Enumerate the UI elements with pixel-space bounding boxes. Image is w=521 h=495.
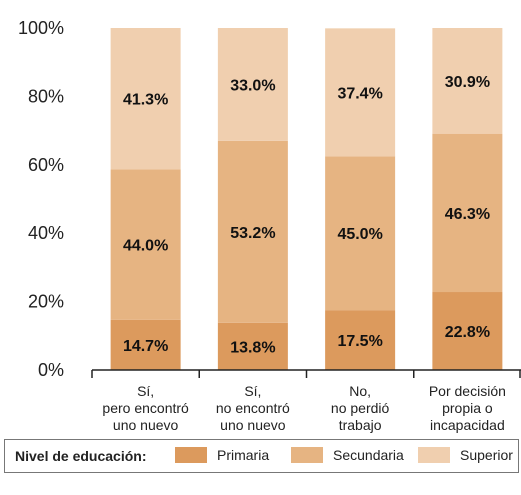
- x-tick-label-line: incapacidad: [430, 417, 505, 433]
- x-tick-label-line: trabajo: [339, 417, 382, 433]
- legend-item-superior: Superior: [418, 447, 513, 463]
- bar-segment-superior: [325, 28, 396, 157]
- bars: 14.7% 44.0% 41.3% 13.8% 53.2% 33.0% 17.5% 45.0%…: [110, 28, 503, 370]
- bar-segment-primaria: [432, 292, 503, 370]
- y-tick-label: 60%: [28, 155, 64, 175]
- legend-item-secundaria: Secundaria: [291, 447, 404, 463]
- stacked-bar-chart: 0% 20% 40% 60% 80% 100% 14.7% 44.0% 41.3% 13.8% 5…: [18, 18, 521, 433]
- data-label: 41.3%: [123, 92, 168, 109]
- legend-title: Nivel de educación:: [15, 448, 147, 464]
- data-label: 14.7%: [123, 338, 168, 355]
- y-tick-label: 80%: [28, 86, 64, 106]
- data-label: 33.0%: [230, 77, 275, 94]
- x-tick-label: Sí, no encontró uno nuevo: [216, 383, 290, 433]
- y-tick-label: 40%: [28, 223, 64, 243]
- legend-label-superior: Superior: [460, 447, 513, 463]
- x-tick-label: No, no perdió trabajo: [331, 383, 390, 433]
- legend-item-primaria: Primaria: [175, 447, 269, 463]
- legend-label-secundaria: Secundaria: [333, 447, 404, 463]
- data-label: 37.4%: [337, 85, 382, 102]
- bar-segment-superior: [432, 28, 503, 134]
- x-tick-label-line: no encontró: [216, 400, 290, 416]
- x-tick-label-line: no perdió: [331, 400, 390, 416]
- data-label: 17.5%: [337, 333, 382, 350]
- y-tick-label: 20%: [28, 292, 64, 312]
- bar-segment-secundaria: [325, 156, 396, 311]
- bar-segment-secundaria: [110, 169, 181, 320]
- data-label: 22.8%: [445, 324, 490, 341]
- x-tick-label: Por decisión propia o incapacidad: [429, 383, 506, 433]
- bar-segment-secundaria: [217, 140, 288, 323]
- data-label: 46.3%: [445, 206, 490, 223]
- x-tick-label-line: Sí,: [137, 383, 154, 399]
- x-tick-label-line: No,: [349, 383, 371, 399]
- x-tick-label-line: uno nuevo: [113, 417, 179, 433]
- bar-segment-secundaria: [432, 133, 503, 293]
- data-label: 44.0%: [123, 237, 168, 254]
- bar-segment-primaria: [110, 319, 181, 370]
- x-tick-label-line: Sí,: [244, 383, 261, 399]
- legend-swatch-secundaria: [291, 447, 323, 463]
- legend-swatch-primaria: [175, 447, 207, 463]
- data-label: 45.0%: [337, 226, 382, 243]
- data-label: 13.8%: [230, 339, 275, 356]
- x-tick-label: Sí, pero encontró uno nuevo: [102, 383, 189, 433]
- x-tick-label-line: uno nuevo: [220, 417, 286, 433]
- y-axis: 0% 20% 40% 60% 80% 100%: [18, 18, 64, 380]
- y-tick-label: 100%: [18, 18, 64, 38]
- bar-segment-superior: [110, 28, 181, 170]
- data-label: 53.2%: [230, 225, 275, 242]
- legend-swatch-superior: [418, 447, 450, 463]
- bar-segment-primaria: [325, 310, 396, 370]
- x-tick-label-line: propia o: [442, 400, 493, 416]
- legend: Nivel de educación: Primaria Secundaria …: [4, 439, 519, 473]
- bar-segment-superior: [217, 28, 288, 141]
- y-tick-label: 0%: [38, 360, 64, 380]
- x-tick-label-line: pero encontró: [102, 400, 189, 416]
- data-label: 30.9%: [445, 74, 490, 91]
- x-tick-label-line: Por decisión: [429, 383, 506, 399]
- bar-segment-primaria: [217, 322, 288, 370]
- legend-label-primaria: Primaria: [217, 447, 270, 463]
